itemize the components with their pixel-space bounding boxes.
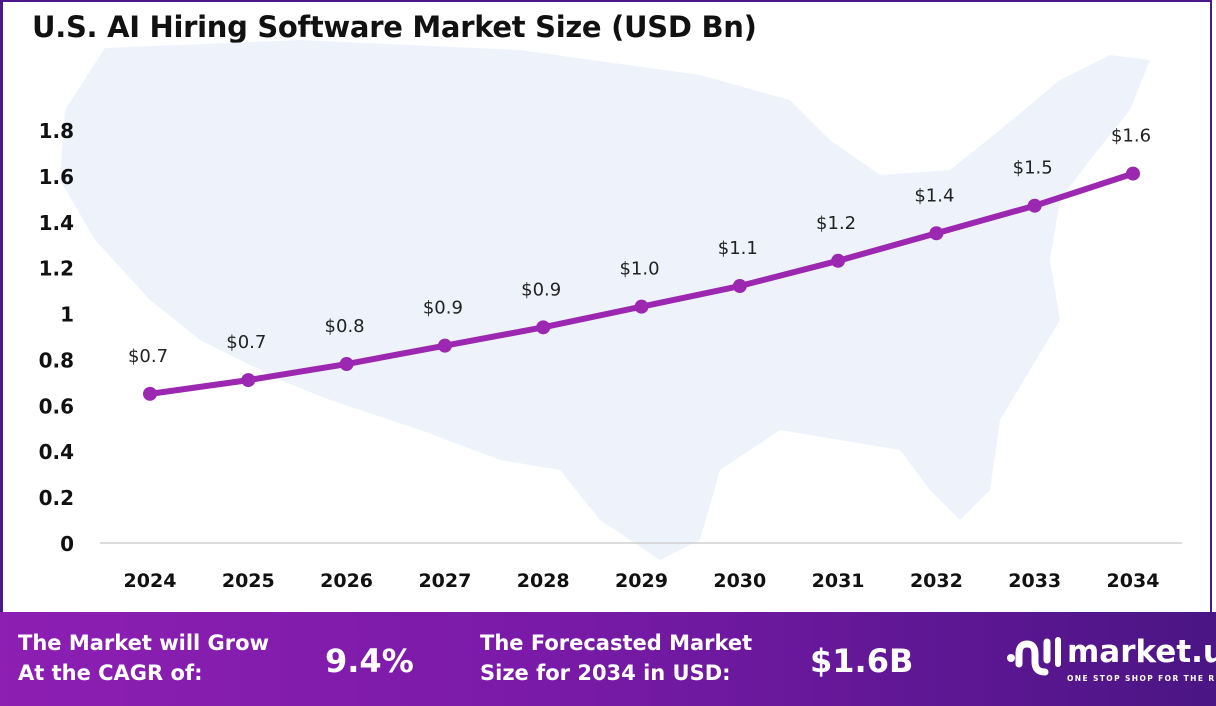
y-tick-label: 1.6 [39, 165, 74, 189]
data-label: $0.9 [423, 298, 463, 319]
x-tick-label: 2028 [517, 570, 570, 592]
logo-mark-icon [1007, 637, 1061, 676]
y-tick-label: 0 [60, 532, 74, 556]
data-point [339, 357, 354, 372]
x-tick-label: 2031 [812, 570, 865, 592]
data-point [732, 279, 747, 294]
x-tick-label: 2030 [713, 570, 766, 592]
data-label: $1.4 [914, 185, 954, 206]
x-tick-label: 2024 [124, 570, 177, 592]
data-point [536, 320, 551, 335]
data-point [1126, 166, 1140, 181]
data-point [831, 253, 846, 268]
data-point [241, 373, 256, 388]
us-map-background [60, 40, 1150, 560]
data-point [1027, 198, 1042, 213]
logo-tagline: ONE STOP SHOP FOR THE REPORTS [1067, 674, 1216, 683]
y-tick-label: 0.2 [39, 486, 74, 510]
y-tick-label: 0.4 [39, 440, 74, 464]
data-point [437, 338, 452, 353]
data-label: $0.9 [521, 279, 561, 300]
cagr-value: 9.4% [325, 642, 414, 680]
data-label: $1.2 [816, 213, 856, 234]
x-tick-label: 2025 [222, 570, 275, 592]
x-tick-label: 2029 [615, 570, 668, 592]
data-label: $1.1 [718, 238, 758, 259]
x-tick-label: 2027 [418, 570, 471, 592]
chart-frame [0, 0, 1212, 612]
logo-name: market.us [1067, 634, 1216, 670]
data-point [143, 386, 157, 401]
data-label: $1.6 [1111, 126, 1151, 147]
data-label: $0.7 [128, 346, 168, 367]
y-tick-label: 1.4 [39, 211, 74, 235]
line-chart: 0 0.2 0.4 0.6 0.8 1 1.2 1.4 1.6 1.8 2024 2025 2026 2… [39, 40, 1182, 592]
data-label: $1.0 [619, 259, 659, 280]
data-label: $0.7 [226, 332, 266, 353]
chart-title: U.S. AI Hiring Software Market Size (USD… [32, 10, 757, 44]
x-tick-label: 2026 [320, 570, 373, 592]
x-tick-label: 2033 [1008, 570, 1061, 592]
data-label: $0.8 [325, 316, 365, 337]
y-tick-label: 1.2 [39, 257, 74, 281]
data-point [634, 299, 649, 314]
data-point [929, 226, 944, 241]
forecast-label-line2: Size for 2034 in USD: [480, 661, 731, 685]
cagr-label-line2: At the CAGR of: [18, 661, 203, 685]
x-tick-label: 2034 [1107, 570, 1160, 592]
y-tick-label: 1.8 [39, 119, 74, 143]
forecast-value: $1.6B [810, 642, 914, 680]
cagr-label-line1: The Market will Grow [18, 631, 269, 655]
market-us-logo: market.us ONE STOP SHOP FOR THE REPORTS [1005, 634, 1216, 683]
data-label: $1.5 [1013, 158, 1053, 179]
cagr-label: The Market will Grow At the CAGR of: [18, 628, 269, 688]
y-tick-label: 1 [60, 303, 74, 327]
forecast-label-line1: The Forecasted Market [480, 631, 753, 655]
forecast-label: The Forecasted Market Size for 2034 in U… [480, 628, 752, 688]
y-tick-label: 0.6 [39, 394, 74, 418]
summary-banner: The Market will Grow At the CAGR of: 9.4… [0, 612, 1216, 706]
y-tick-label: 0.8 [39, 348, 74, 372]
x-tick-label: 2032 [910, 570, 963, 592]
